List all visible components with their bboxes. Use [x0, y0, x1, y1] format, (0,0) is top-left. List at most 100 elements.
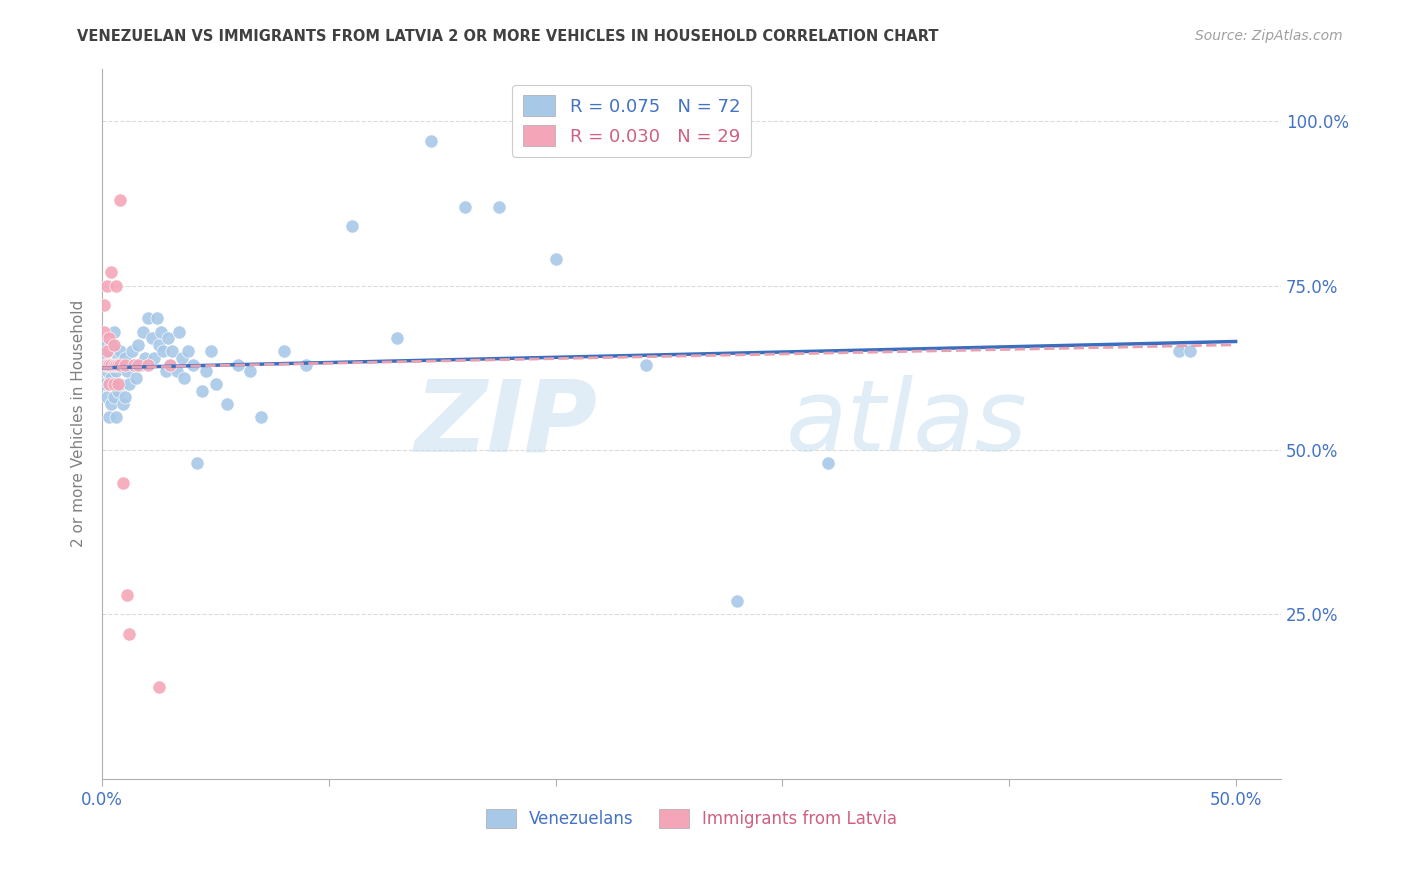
Point	[103, 338, 125, 352]
Text: Source: ZipAtlas.com: Source: ZipAtlas.com	[1195, 29, 1343, 43]
Point	[181, 358, 204, 372]
Point	[93, 325, 115, 339]
Point	[215, 397, 238, 411]
Point	[121, 344, 143, 359]
Point	[132, 325, 155, 339]
Point	[110, 377, 132, 392]
Text: VENEZUELAN VS IMMIGRANTS FROM LATVIA 2 OR MORE VEHICLES IN HOUSEHOLD CORRELATION: VENEZUELAN VS IMMIGRANTS FROM LATVIA 2 O…	[77, 29, 939, 44]
Point	[238, 364, 260, 378]
Point	[148, 680, 170, 694]
Point	[1168, 344, 1191, 359]
Point	[98, 331, 121, 345]
Point	[159, 358, 181, 372]
Point	[127, 338, 149, 352]
Point	[100, 338, 122, 352]
Point	[93, 358, 115, 372]
Point	[122, 358, 145, 372]
Point	[143, 351, 166, 365]
Point	[1180, 344, 1202, 359]
Point	[107, 358, 129, 372]
Point	[110, 358, 132, 372]
Point	[122, 358, 145, 372]
Point	[148, 338, 170, 352]
Point	[340, 219, 363, 234]
Text: atlas: atlas	[786, 376, 1028, 472]
Point	[115, 364, 138, 378]
Point	[250, 410, 273, 425]
Point	[104, 278, 127, 293]
Point	[145, 311, 167, 326]
Point	[127, 358, 149, 372]
Point	[544, 252, 567, 267]
Point	[114, 351, 136, 365]
Point	[96, 338, 118, 352]
Point	[93, 351, 115, 365]
Point	[159, 358, 181, 372]
Point	[295, 358, 318, 372]
Point	[93, 377, 115, 392]
Point	[114, 391, 136, 405]
Point	[273, 344, 295, 359]
Point	[107, 384, 129, 398]
Point	[93, 298, 115, 312]
Point	[103, 358, 125, 372]
Point	[103, 358, 125, 372]
Point	[118, 627, 141, 641]
Point	[96, 391, 118, 405]
Point	[100, 397, 122, 411]
Point	[111, 358, 134, 372]
Point	[96, 278, 118, 293]
Point	[98, 358, 121, 372]
Point	[100, 265, 122, 279]
Point	[155, 364, 177, 378]
Point	[204, 377, 226, 392]
Point	[104, 410, 127, 425]
Point	[98, 377, 121, 392]
Point	[107, 351, 129, 365]
Point	[636, 358, 658, 372]
Point	[107, 377, 129, 392]
Point	[200, 344, 222, 359]
Point	[156, 331, 179, 345]
Point	[103, 391, 125, 405]
Point	[152, 344, 174, 359]
Point	[125, 370, 148, 384]
Point	[103, 325, 125, 339]
Point	[129, 358, 152, 372]
Point	[173, 370, 195, 384]
Point	[817, 456, 839, 470]
Point	[100, 370, 122, 384]
Point	[98, 377, 121, 392]
Legend: Venezuelans, Immigrants from Latvia: Venezuelans, Immigrants from Latvia	[479, 802, 904, 835]
Point	[111, 397, 134, 411]
Point	[186, 456, 208, 470]
Point	[226, 358, 249, 372]
Point	[136, 311, 159, 326]
Point	[98, 410, 121, 425]
Point	[118, 377, 141, 392]
Point	[166, 364, 188, 378]
Text: ZIP: ZIP	[415, 376, 598, 472]
Point	[195, 364, 218, 378]
Point	[177, 344, 200, 359]
Point	[170, 351, 193, 365]
Point	[100, 358, 122, 372]
Point	[725, 594, 748, 608]
Point	[136, 358, 159, 372]
Point	[191, 384, 214, 398]
Point	[115, 588, 138, 602]
Point	[488, 200, 510, 214]
Point	[162, 344, 184, 359]
Point	[110, 193, 132, 207]
Point	[96, 344, 118, 359]
Point	[96, 364, 118, 378]
Point	[98, 344, 121, 359]
Point	[104, 358, 127, 372]
Point	[104, 364, 127, 378]
Point	[169, 325, 191, 339]
Point	[150, 325, 173, 339]
Point	[134, 351, 156, 365]
Y-axis label: 2 or more Vehicles in Household: 2 or more Vehicles in Household	[72, 300, 86, 548]
Point	[141, 331, 163, 345]
Point	[96, 358, 118, 372]
